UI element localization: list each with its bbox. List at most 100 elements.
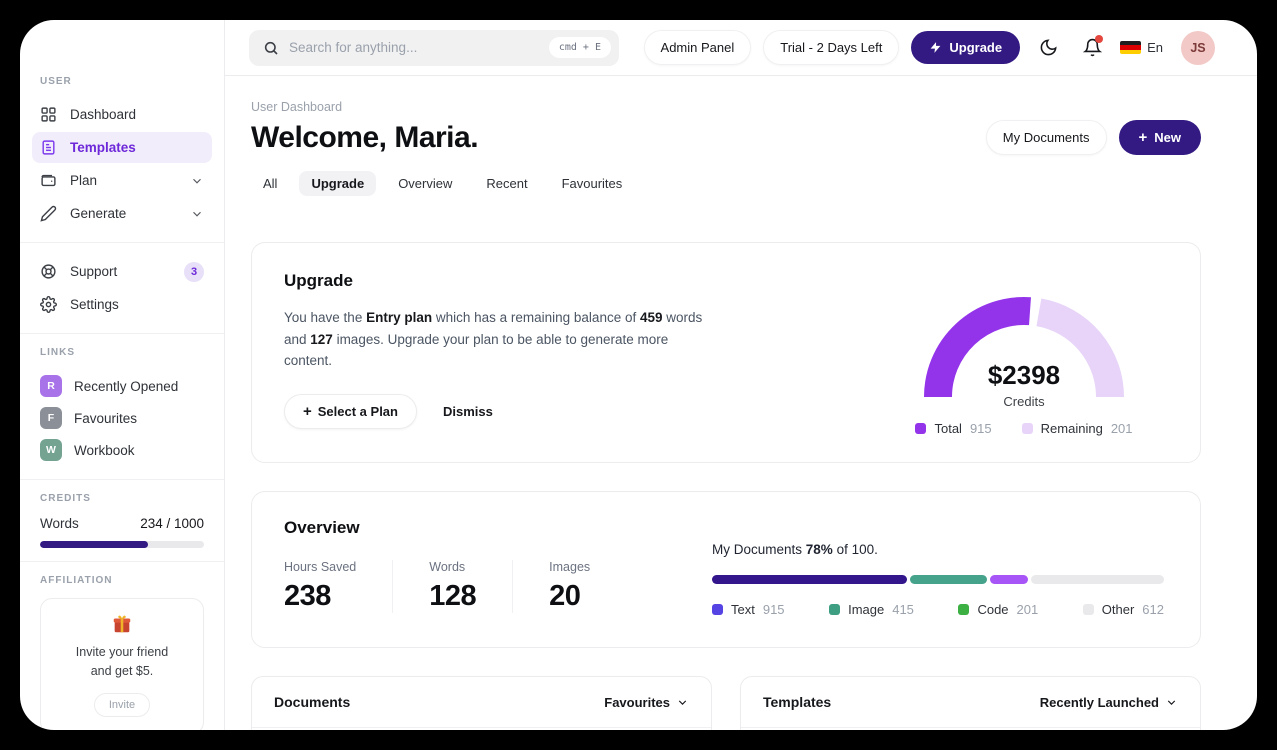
sidebar-item-label: Templates: [70, 140, 136, 155]
template-row[interactable]: Blog Post Title in Workbook: [741, 728, 1200, 730]
select-plan-button[interactable]: + Select a Plan: [284, 393, 417, 429]
bottom-panels: Documents Favourites Untitled Document i…: [251, 676, 1201, 730]
search-bar[interactable]: cmd + E: [249, 29, 619, 66]
lightning-icon: [929, 41, 942, 54]
templates-filter-dropdown[interactable]: Recently Launched: [1040, 695, 1178, 710]
sidebar-divider: [20, 561, 224, 562]
legend-item-total: Total 915: [915, 421, 992, 436]
legend-item-remaining: Remaining 201: [1021, 421, 1133, 436]
chevron-down-icon[interactable]: [190, 174, 204, 188]
plus-icon: +: [303, 402, 312, 420]
sidebar-item-plan[interactable]: Plan: [32, 165, 212, 196]
main-area: cmd + E Admin Panel Trial - 2 Days Left …: [225, 20, 1257, 730]
credits-value: 234 / 1000: [140, 516, 204, 531]
search-shortcut-badge: cmd + E: [548, 37, 611, 58]
documents-progress: My Documents 78% of 100. Text 915: [712, 518, 1164, 617]
link-label: Favourites: [74, 410, 138, 426]
pencil-icon: [40, 205, 58, 223]
dismiss-button[interactable]: Dismiss: [442, 403, 493, 419]
title-row: Welcome, Maria. My Documents + New: [251, 120, 1201, 155]
gauge-center: $2398 Credits: [904, 360, 1144, 409]
chevron-down-icon[interactable]: [190, 207, 204, 221]
panel-divider: [741, 727, 1200, 728]
gauge-arcs: [924, 297, 1124, 398]
documents-filter-dropdown[interactable]: Favourites: [604, 695, 689, 710]
legend-swatch: [958, 604, 970, 615]
sidebar-divider: [20, 479, 224, 480]
tab-favourites[interactable]: Favourites: [561, 176, 623, 191]
language-label: En: [1147, 40, 1163, 55]
link-initial-badge: R: [40, 375, 62, 397]
page-title: Welcome, Maria.: [251, 120, 479, 154]
credits-row: Words 234 / 1000: [40, 516, 204, 531]
gauge-label: Credits: [1003, 394, 1045, 409]
templates-panel-header: Templates Recently Launched: [741, 677, 1200, 727]
app-window: USER Dashboard Templates Plan: [20, 20, 1257, 730]
affiliation-card: Invite your friend and get $5. Invite: [40, 598, 204, 730]
documents-panel-header: Documents Favourites: [252, 677, 711, 727]
sidebar-item-templates[interactable]: Templates: [32, 132, 212, 163]
templates-panel: Templates Recently Launched Blog Post Ti…: [740, 676, 1201, 730]
bar-segment-other: [1031, 575, 1164, 584]
upgrade-card-title: Upgrade: [284, 271, 353, 290]
sidebar-link-workbook[interactable]: W Workbook: [40, 434, 204, 466]
stat-words: Words 128: [392, 560, 512, 613]
tab-all[interactable]: All: [263, 176, 278, 191]
affiliation-text: Invite your friend and get $5.: [75, 645, 169, 678]
sidebar-link-recently-opened[interactable]: R Recently Opened: [40, 370, 204, 402]
user-avatar[interactable]: JS: [1181, 30, 1215, 65]
german-flag-icon: [1120, 41, 1142, 54]
sidebar-divider: [20, 333, 224, 334]
documents-panel: Documents Favourites Untitled Document i…: [251, 676, 712, 730]
wallet-icon: [40, 172, 58, 190]
tab-recent[interactable]: Recent: [486, 176, 528, 191]
stacked-progress-bar: [712, 575, 1164, 584]
sidebar-section-links: LINKS: [40, 347, 75, 358]
my-documents-button[interactable]: My Documents: [985, 120, 1107, 155]
sidebar-item-settings[interactable]: Settings: [32, 289, 212, 320]
sidebar-link-favourites[interactable]: F Favourites: [40, 402, 204, 434]
gauge-chart: $2398 Credits: [904, 271, 1144, 411]
sidebar-item-dashboard[interactable]: Dashboard: [32, 99, 212, 130]
chevron-down-icon: [1165, 696, 1178, 709]
sidebar-divider: [20, 242, 224, 243]
legend-swatch: [712, 604, 723, 615]
tab-bar: All Upgrade Overview Recent Favourites: [251, 171, 1201, 196]
overview-card: Overview Hours Saved 238 Words 128 Image…: [251, 491, 1201, 648]
panel-divider: [252, 727, 711, 728]
search-icon: [263, 40, 279, 56]
sidebar-item-support[interactable]: Support 3: [32, 256, 212, 287]
search-input[interactable]: [289, 40, 549, 55]
topbar-right: Admin Panel Trial - 2 Days Left Upgrade: [643, 30, 1215, 65]
link-label: Workbook: [74, 442, 135, 458]
gauge-value: $2398: [987, 360, 1061, 390]
tab-overview[interactable]: Overview: [398, 176, 453, 191]
legend-swatch: [1021, 423, 1033, 434]
link-initial-badge: W: [40, 439, 62, 461]
legend-swatch: [915, 423, 927, 434]
dashboard-grid-icon: [40, 106, 58, 124]
dark-mode-toggle[interactable]: [1032, 32, 1064, 64]
invite-button[interactable]: Invite: [93, 692, 151, 717]
credits-progress-fill: [40, 541, 149, 548]
title-actions: My Documents + New: [985, 120, 1201, 155]
upgrade-actions: + Select a Plan Dismiss: [284, 393, 704, 429]
sidebar-section-affiliation: AFFILIATION: [40, 575, 113, 586]
tab-upgrade[interactable]: Upgrade: [299, 171, 377, 196]
legend-swatch: [829, 604, 841, 615]
sidebar-item-label: Dashboard: [70, 107, 137, 122]
document-row[interactable]: Untitled Document in Workbook: [252, 728, 711, 730]
templates-document-icon: [40, 139, 58, 157]
stats-row: Hours Saved 238 Words 128 Images 20: [284, 560, 626, 613]
admin-panel-button[interactable]: Admin Panel: [643, 30, 752, 65]
new-button[interactable]: + New: [1118, 120, 1201, 155]
notification-dot: [1095, 34, 1104, 43]
language-selector[interactable]: En: [1120, 40, 1163, 55]
sidebar-item-generate[interactable]: Generate: [32, 198, 212, 229]
notifications-button[interactable]: [1076, 32, 1108, 64]
upgrade-button[interactable]: Upgrade: [911, 31, 1021, 64]
moon-icon: [1039, 38, 1058, 57]
sidebar-item-label: Plan: [70, 173, 98, 188]
trial-status-button[interactable]: Trial - 2 Days Left: [763, 30, 900, 65]
